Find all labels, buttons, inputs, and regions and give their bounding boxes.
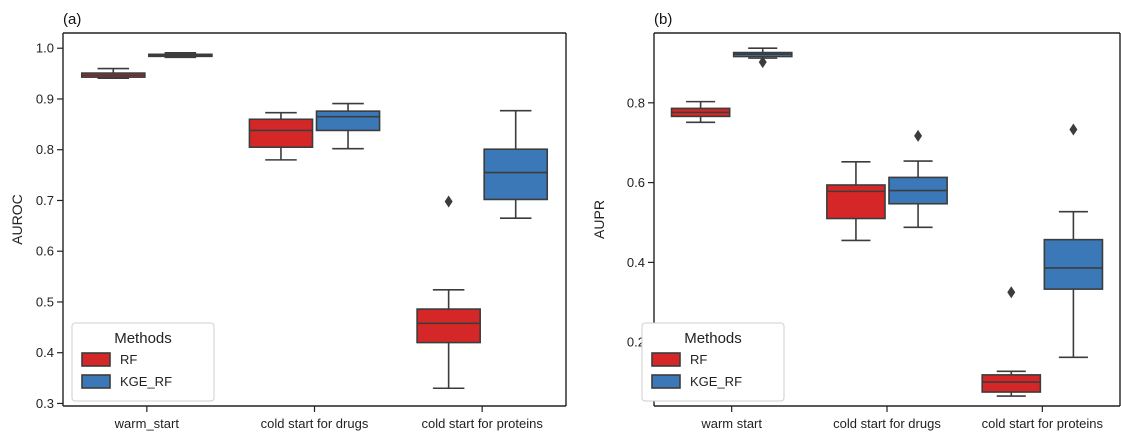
y-tick-label: 0.8 xyxy=(627,95,645,110)
x-tick-label: cold start for proteins xyxy=(421,416,543,431)
outlier-point xyxy=(444,195,453,208)
x-tick-label: cold start for proteins xyxy=(982,416,1104,431)
x-tick-label: cold start for drugs xyxy=(833,416,941,431)
panel-a: (a) 0.3 0.4 0.5 0.6 0.7 0.8 0.9 1.0 AUROC warm_sta… xyxy=(9,11,567,431)
box-kge-rf-3 xyxy=(483,109,549,220)
box-rf-3 xyxy=(981,286,1042,397)
panel-label: (b) xyxy=(654,11,672,28)
box-kge-rf-1 xyxy=(732,47,793,69)
y-tick-label: 0.6 xyxy=(627,175,645,190)
box-body xyxy=(981,374,1042,393)
y-tick-label: 0.3 xyxy=(36,396,54,411)
box-kge-rf-2 xyxy=(888,129,948,229)
legend-label: RF xyxy=(120,352,137,367)
y-tick-label: 0.8 xyxy=(36,142,54,157)
y-tick-label: 0.2 xyxy=(627,335,645,350)
panel-label: (a) xyxy=(63,11,81,28)
x-tick-label: warm start xyxy=(700,416,762,431)
y-axis-label: AUROC xyxy=(9,194,25,245)
legend-swatch xyxy=(81,352,111,367)
y-tick-label: 0.4 xyxy=(627,255,645,270)
legend-title: Methods xyxy=(114,330,172,347)
box-body xyxy=(826,184,886,220)
outlier-point xyxy=(758,56,767,69)
panel-b: (b) 0.2 0.4 0.6 0.8 AUPR warm start cold start … xyxy=(591,11,1121,431)
box-rf-3 xyxy=(416,195,481,390)
box-kge-rf-2 xyxy=(315,102,381,150)
y-tick-label: 0.6 xyxy=(36,244,54,259)
box-body xyxy=(248,118,314,148)
legend-swatch xyxy=(81,374,111,389)
box-kge-rf-1 xyxy=(148,51,213,59)
outlier-point xyxy=(1007,286,1016,299)
legend-label: KGE_RF xyxy=(120,374,172,389)
legend: Methods RF KGE_RF xyxy=(71,322,215,402)
legend-title: Methods xyxy=(684,330,742,347)
box-kge-rf-3 xyxy=(1043,123,1104,359)
box-body xyxy=(483,148,549,201)
box-rf-2 xyxy=(826,161,886,242)
box-body xyxy=(1043,238,1104,290)
box-body xyxy=(416,308,481,344)
outlier-point xyxy=(914,129,923,142)
box-rf-1 xyxy=(670,100,731,124)
legend: Methods RF KGE_RF xyxy=(641,322,785,402)
legend-swatch xyxy=(651,374,681,389)
y-axis-label: AUPR xyxy=(591,200,607,239)
y-tick-label: 0.9 xyxy=(36,91,54,106)
box-rf-2 xyxy=(248,111,314,161)
outlier-point xyxy=(1069,123,1078,136)
y-tick-label: 0.7 xyxy=(36,193,54,208)
x-tick-label: cold start for drugs xyxy=(261,416,369,431)
box-body xyxy=(315,110,381,132)
y-tick-label: 0.4 xyxy=(36,345,54,360)
box-rf-1 xyxy=(80,67,146,79)
legend-label: KGE_RF xyxy=(690,374,742,389)
legend-swatch xyxy=(651,352,681,367)
legend-label: RF xyxy=(690,352,707,367)
y-tick-label: 1.0 xyxy=(36,41,54,56)
x-tick-label: warm_start xyxy=(114,416,180,431)
y-tick-label: 0.5 xyxy=(36,294,54,309)
